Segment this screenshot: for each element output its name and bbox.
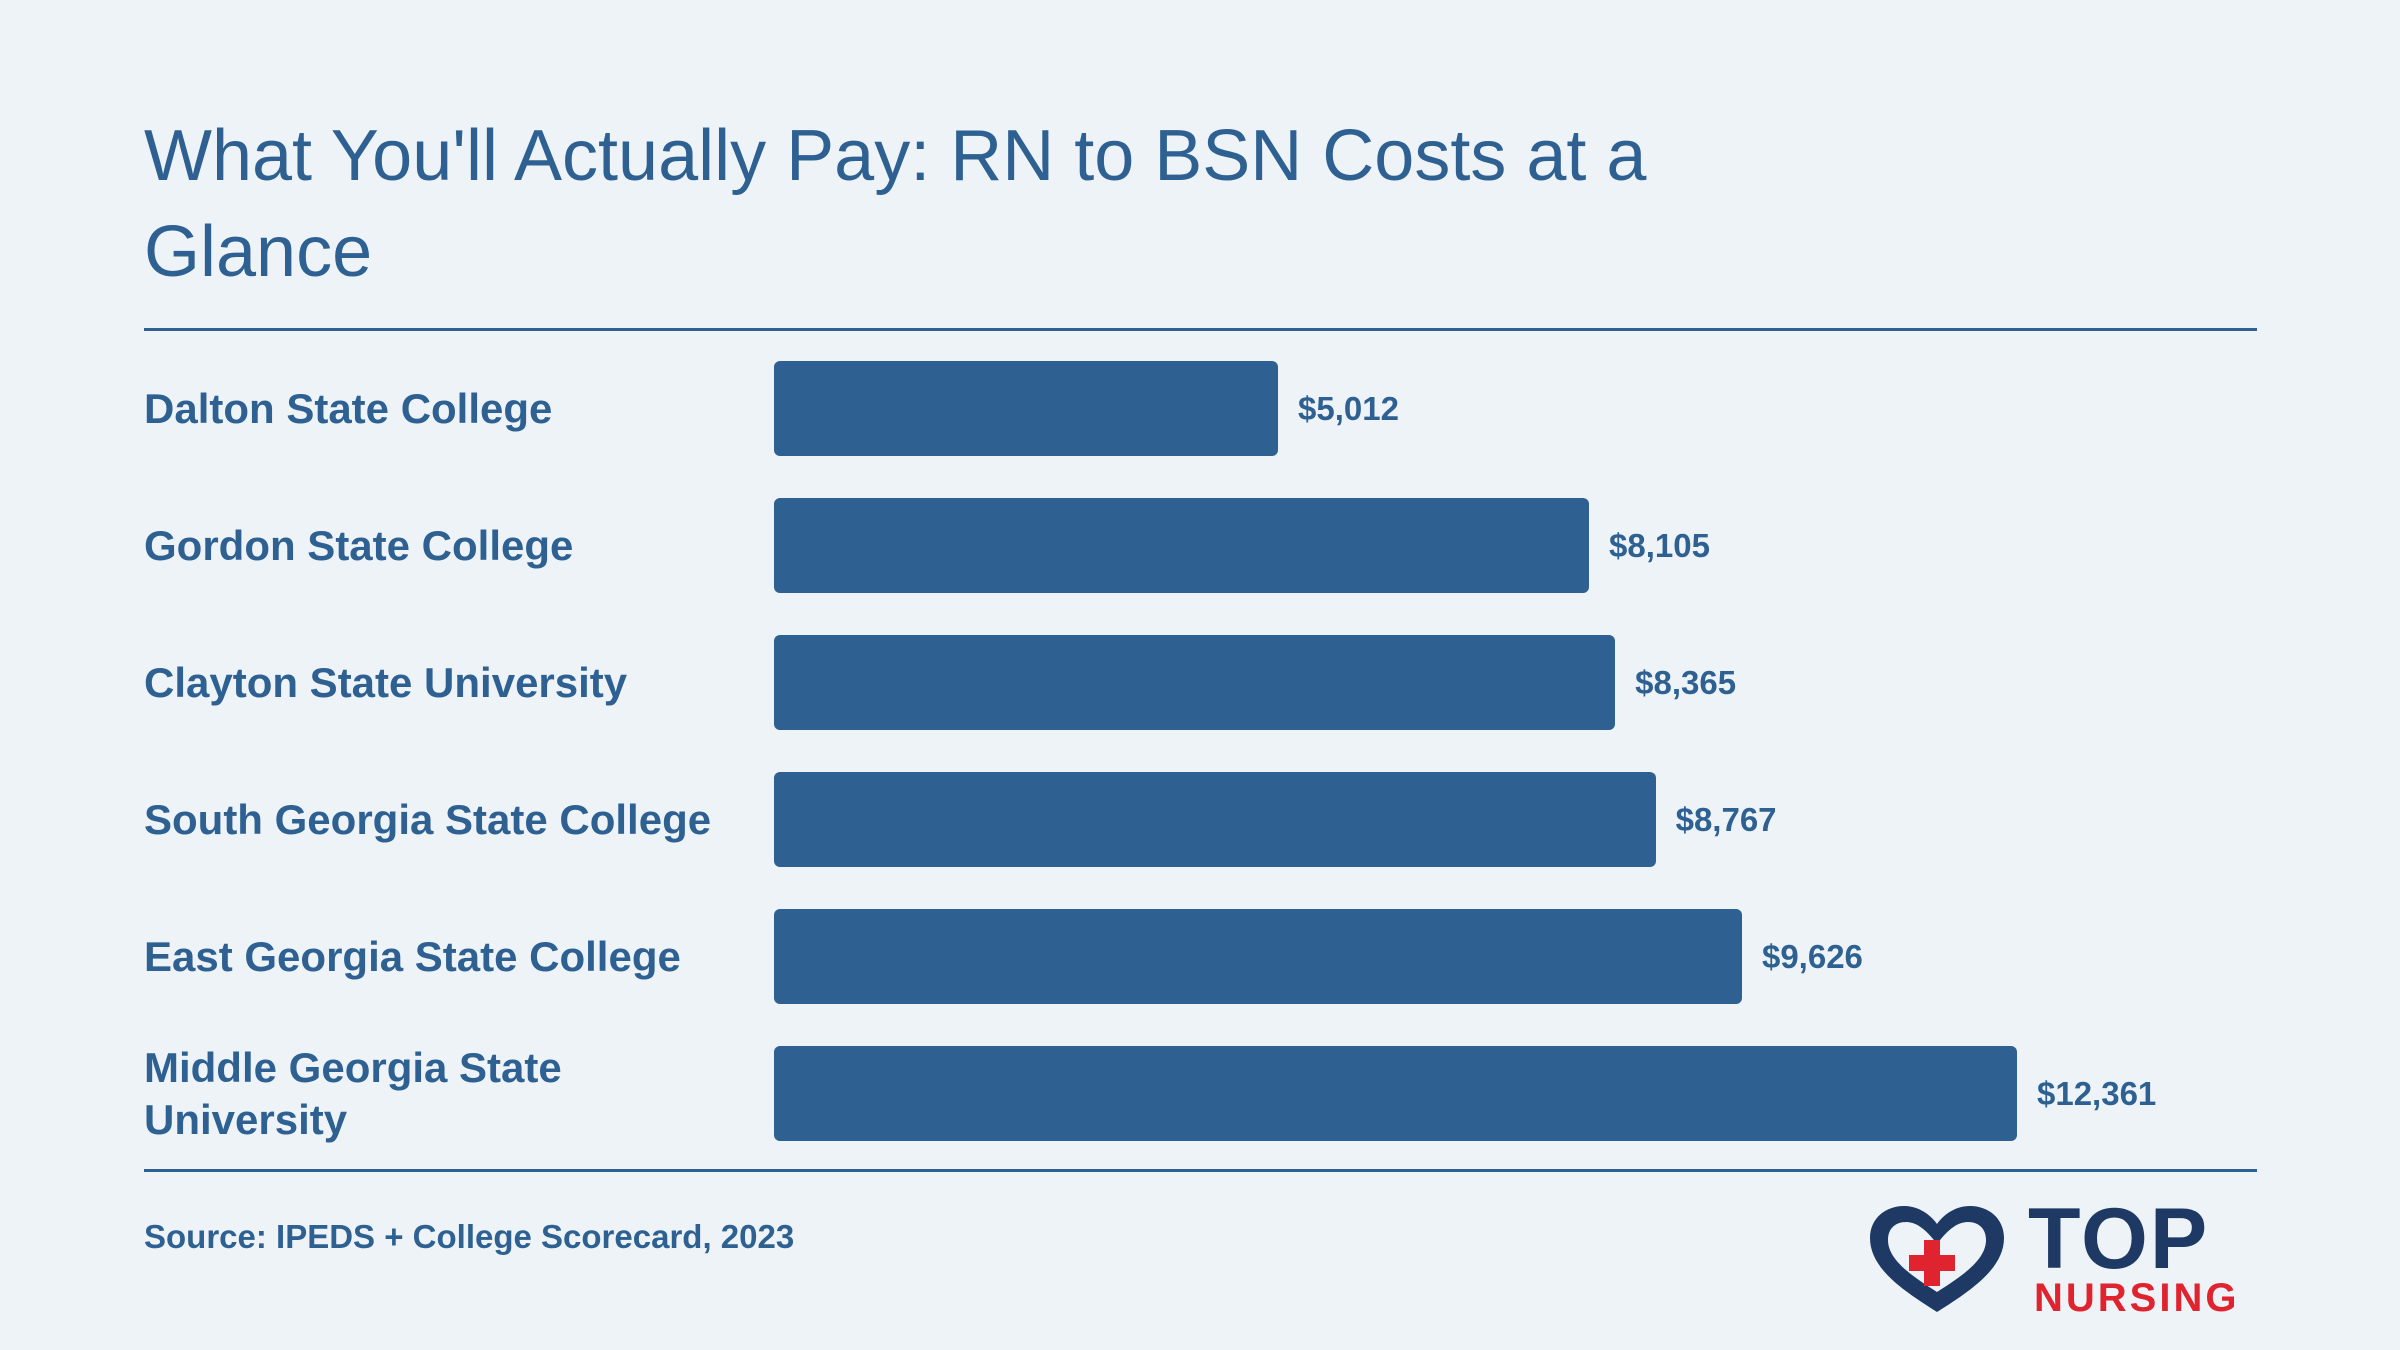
bar — [774, 498, 1590, 593]
logo-text-bottom: NURSING — [2034, 1276, 2240, 1320]
bar — [774, 909, 1742, 1004]
bar — [774, 772, 1656, 867]
value-label: $12,361 — [2037, 1075, 2157, 1112]
category-label: Clayton State University — [144, 658, 628, 706]
category-label: South Georgia State College — [144, 795, 712, 843]
bar — [774, 1046, 2017, 1141]
value-label: $8,767 — [1675, 801, 1777, 838]
top-divider — [144, 328, 2257, 331]
value-label: $8,365 — [1635, 664, 1737, 701]
top-nursing-logo: TOP NURSING — [1862, 1194, 2262, 1320]
category-label: Dalton State College — [144, 384, 553, 432]
category-label: Gordon State College — [144, 521, 574, 569]
heart-cross-icon — [1870, 1206, 2004, 1312]
logo-text-top: TOP — [2028, 1191, 2210, 1287]
bar — [774, 635, 1616, 730]
chart-title: What You'll Actually Pay: RN to BSN Cost… — [144, 116, 1647, 292]
bar — [774, 361, 1278, 456]
category-label: Middle Georgia State University — [144, 1043, 562, 1143]
source-note: Source: IPEDS + College Scorecard, 2023 — [144, 1218, 795, 1255]
bottom-divider — [144, 1169, 2257, 1172]
value-label: $5,012 — [1297, 390, 1399, 427]
value-label: $8,105 — [1609, 527, 1710, 564]
value-label: $9,626 — [1761, 938, 1863, 975]
category-label: East Georgia State College — [144, 932, 681, 980]
